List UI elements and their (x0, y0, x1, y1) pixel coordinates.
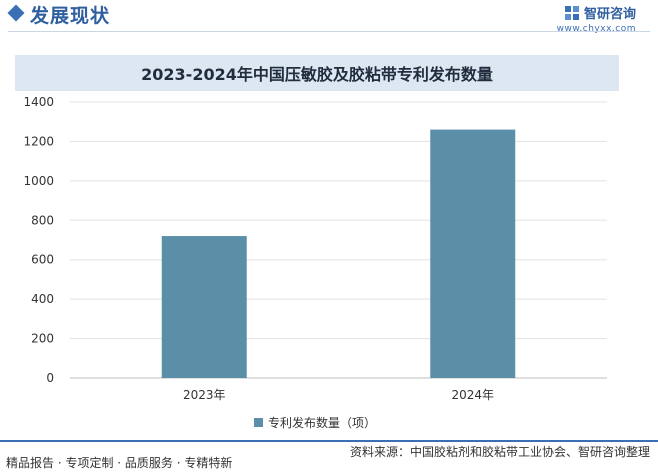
brand-url: www.chyxx.com (556, 24, 636, 34)
chart-title-band: 2023-2024年中国压敏胶及胶粘带专利发布数量 (15, 55, 619, 91)
y-tick-label: 1000 (23, 174, 54, 188)
header-divider (8, 31, 650, 32)
x-tick-label: 2024年 (451, 388, 494, 402)
y-tick-label: 0 (46, 371, 54, 385)
chart-title: 2023-2024年中国压敏胶及胶粘带专利发布数量 (141, 65, 493, 84)
brand-block: 智研咨询 www.chyxx.com (557, 3, 636, 34)
footer-divider (0, 440, 658, 442)
brand-logo-icon (564, 6, 579, 20)
y-tick-label: 1200 (23, 134, 54, 148)
section-title: 发展现状 (30, 5, 111, 27)
data-source-note: 资料来源：中国胶粘剂和胶粘带工业协会、智研咨询整理 (349, 445, 650, 459)
brand-name: 智研咨询 (583, 7, 636, 22)
bar (430, 129, 516, 378)
footer-tagline: 精品报告 · 专项定制 · 品质服务 · 专精特新 (6, 456, 233, 470)
section-header: 发展现状 智研咨询 www.chyxx.com (0, 0, 658, 40)
y-tick-label: 600 (31, 253, 54, 267)
legend-label: 专利发布数量（项） (268, 416, 377, 430)
footer: 精品报告 · 专项定制 · 品质服务 · 专精特新 资料来源：中国胶粘剂和胶粘带… (0, 440, 658, 473)
chart-legend: 专利发布数量（项） (254, 414, 376, 431)
y-tick-label: 800 (31, 213, 54, 227)
legend-swatch (254, 418, 263, 427)
x-tick-label: 2023年 (183, 388, 226, 402)
bar (161, 236, 247, 378)
y-tick-label: 1400 (23, 95, 54, 109)
y-tick-label: 200 (31, 332, 54, 346)
y-tick-label: 400 (31, 292, 54, 306)
